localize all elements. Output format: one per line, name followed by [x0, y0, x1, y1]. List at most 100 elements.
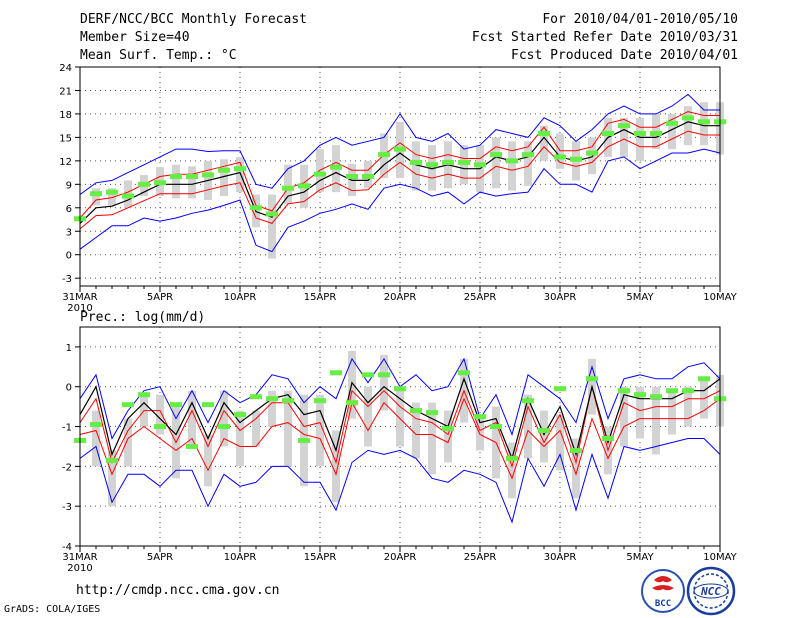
observed-marker — [138, 392, 150, 398]
observed-marker — [282, 398, 294, 404]
observed-marker — [698, 376, 710, 382]
source-url[interactable]: http://cmdp.ncc.cma.gov.cn — [76, 583, 280, 598]
fcst-started-label: Fcst Started Refer Date 2010/03/31 — [471, 30, 738, 45]
precipitation-panel: 31MAR 5APR 10APR 15APR 20APR 25APR 30APR 5MAY 10… — [62, 326, 738, 574]
series-line-lower-envelope — [79, 438, 721, 524]
observed-marker — [522, 398, 534, 404]
spread-box — [540, 410, 548, 463]
bcc-logo-text: BCC — [655, 599, 671, 609]
observed-marker — [698, 119, 710, 125]
spread-box — [156, 394, 164, 435]
observed-marker — [154, 424, 166, 430]
spread-box — [332, 430, 340, 503]
spread-box — [636, 386, 644, 439]
spread-box — [188, 166, 196, 199]
observed-marker — [474, 162, 486, 168]
x-tick-label: 10APR — [224, 552, 257, 563]
spread-box — [668, 390, 676, 435]
spread-box — [508, 141, 516, 191]
spread-box — [220, 390, 228, 447]
x-tick-label: 10MAY — [703, 552, 737, 563]
observed-marker — [218, 424, 230, 430]
series-line-lower-spread — [79, 397, 721, 480]
spread-box — [636, 117, 644, 161]
observed-marker — [490, 424, 502, 430]
y-tick-label: 15 — [59, 133, 72, 144]
spread-box — [220, 159, 228, 197]
observed-marker — [410, 159, 422, 165]
observed-marker — [442, 426, 454, 432]
y-tick-label: 21 — [59, 86, 72, 97]
observed-marker — [218, 167, 230, 173]
observed-marker — [378, 152, 390, 158]
spread-box — [668, 113, 676, 150]
observed-marker — [202, 172, 214, 178]
fcst-produced-label: Fcst Produced Date 2010/04/01 — [511, 48, 738, 63]
spread-box — [428, 402, 436, 475]
y-tick-label: 6 — [66, 204, 72, 215]
observed-marker — [346, 400, 358, 406]
spread-box — [524, 141, 532, 186]
observed-marker — [538, 130, 550, 136]
spread-box — [476, 414, 484, 451]
bcc-logo: BCC — [641, 569, 685, 613]
spread-box — [108, 450, 116, 507]
spread-box — [524, 394, 532, 459]
x-tick-label: 31MAR — [62, 292, 97, 303]
x-tick-label: 20APR — [384, 552, 417, 563]
y-tick-label: 1 — [66, 343, 72, 354]
ncc-logo-text: NCC — [700, 585, 721, 598]
spread-box — [316, 394, 324, 467]
observed-marker — [378, 372, 390, 378]
member-size-label: Member Size=40 — [80, 30, 190, 45]
observed-marker — [458, 370, 470, 376]
observed-marker — [330, 370, 342, 376]
observed-marker — [474, 414, 486, 420]
spread-box — [124, 418, 132, 467]
spread-box — [364, 386, 372, 447]
observed-marker — [90, 422, 102, 428]
observed-marker — [90, 191, 102, 197]
spread-box — [236, 410, 244, 467]
spread-box — [188, 390, 196, 447]
x-year-label: 2010 — [67, 303, 92, 314]
observed-marker — [186, 174, 198, 179]
observed-marker — [650, 130, 662, 136]
y-tick-label: 18 — [59, 110, 72, 121]
observed-marker — [442, 159, 454, 165]
spread-box — [284, 390, 292, 467]
observed-marker — [650, 394, 662, 400]
observed-marker — [298, 183, 310, 189]
observed-marker — [106, 189, 118, 195]
observed-marker — [490, 152, 502, 158]
observed-marker — [586, 376, 598, 382]
spread-box — [684, 386, 692, 427]
y-tick-label: 0 — [66, 251, 72, 262]
observed-marker — [682, 115, 694, 121]
observed-marker — [634, 130, 646, 136]
series-line-lower-envelope — [79, 148, 721, 253]
observed-marker — [394, 146, 406, 152]
x-tick-label: 25APR — [464, 552, 497, 563]
observed-marker — [362, 174, 374, 179]
bottom-panel-variable-label: Prec.: log(mm/d) — [80, 310, 206, 325]
observed-marker — [666, 120, 678, 126]
spread-box — [652, 386, 660, 455]
spread-box — [172, 164, 180, 199]
observed-marker — [538, 428, 550, 434]
observed-marker — [298, 437, 310, 443]
observed-marker — [106, 457, 118, 463]
x-tick-label: 5APR — [147, 552, 173, 563]
spread-box — [268, 194, 276, 259]
x-tick-label: 15APR — [304, 292, 337, 303]
spread-box — [92, 188, 100, 206]
y-tick-label: -2 — [62, 462, 72, 473]
observed-marker — [570, 447, 582, 453]
observed-marker — [666, 388, 678, 394]
spread-box — [540, 125, 548, 161]
series-line-lower-spread — [79, 130, 720, 230]
observed-marker — [602, 435, 614, 441]
forecast-period-label: For 2010/04/01-2010/05/10 — [542, 12, 738, 27]
spread-box — [556, 414, 564, 471]
series-line-ensemble-mean — [79, 376, 721, 461]
